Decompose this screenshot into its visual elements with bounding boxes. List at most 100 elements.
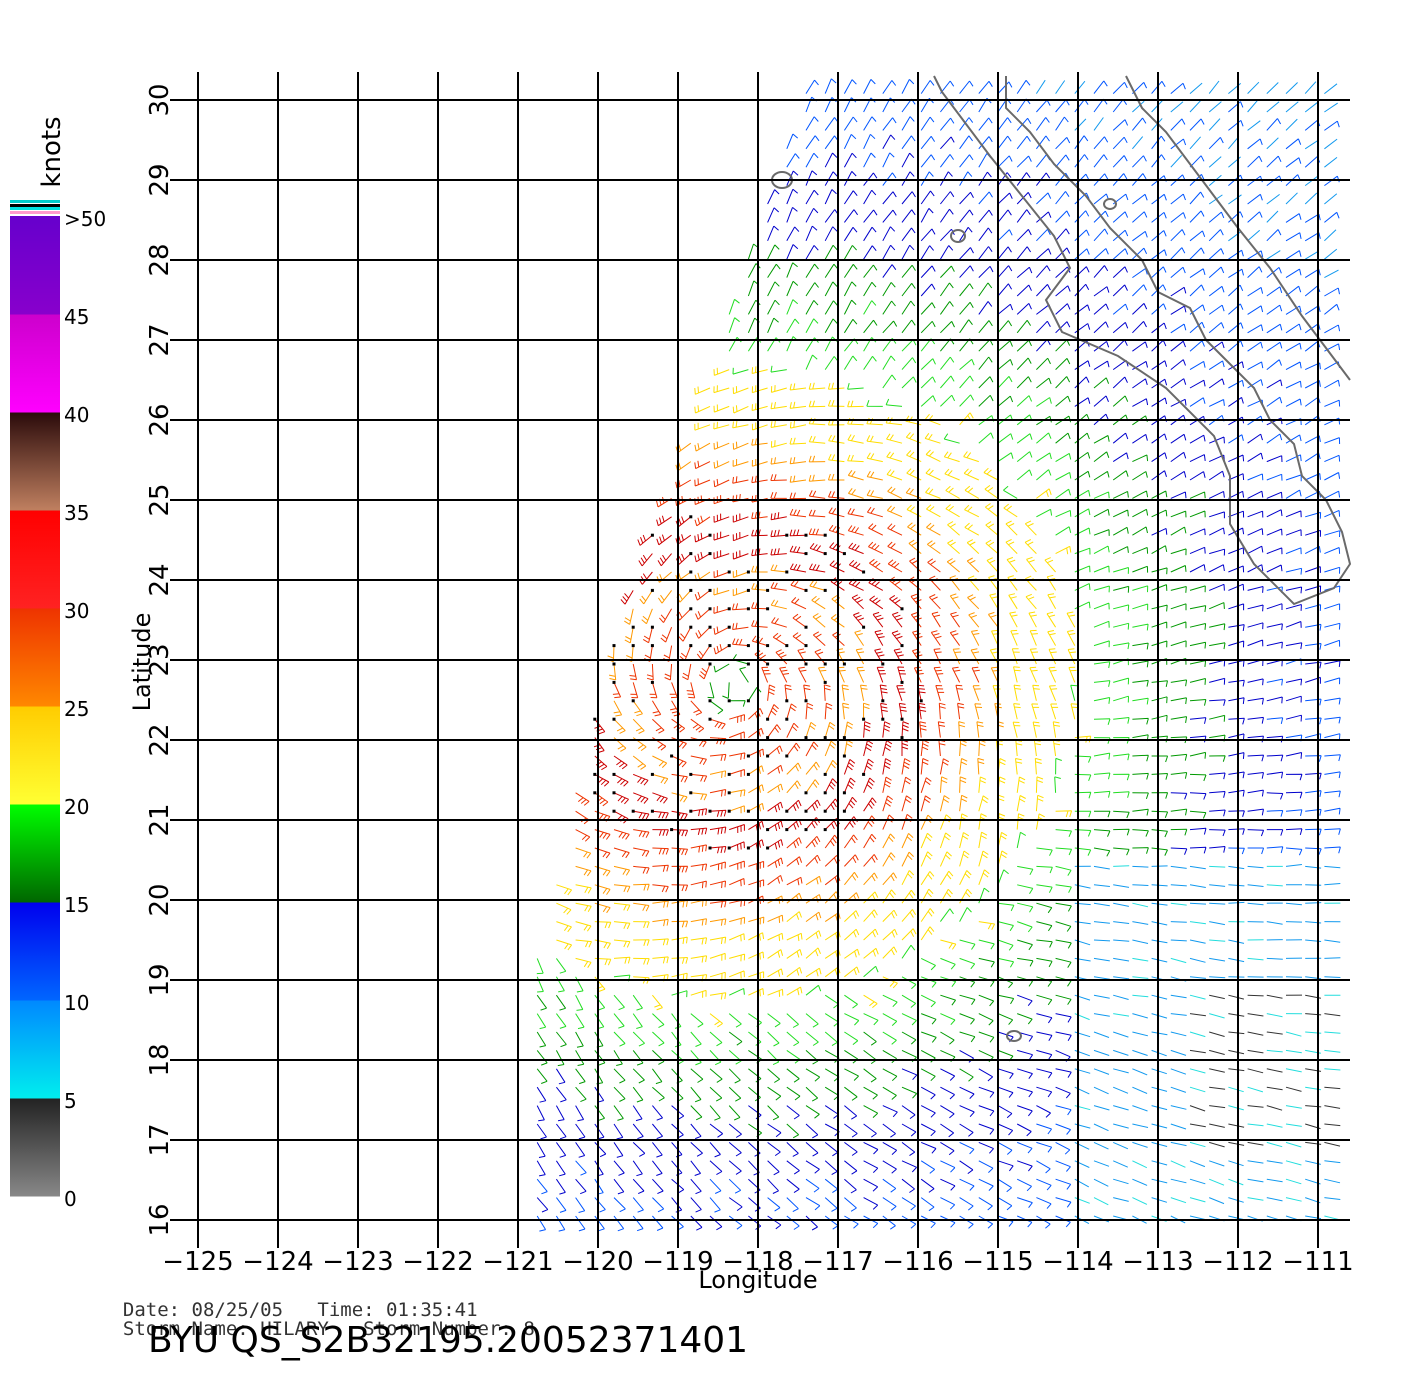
wind-barb bbox=[1055, 509, 1072, 518]
wind-barb bbox=[789, 508, 807, 518]
rain-flag bbox=[746, 754, 750, 758]
wind-barb bbox=[1025, 575, 1037, 591]
wind-barb bbox=[901, 795, 912, 812]
wind-barb bbox=[978, 320, 993, 334]
wind-barb bbox=[786, 336, 799, 352]
wind-barb bbox=[1324, 1086, 1341, 1090]
wind-barb bbox=[748, 708, 764, 720]
wind-barb bbox=[594, 1160, 604, 1177]
wind-barb bbox=[1324, 530, 1341, 538]
wind-barb bbox=[997, 869, 1009, 885]
wind-barb bbox=[939, 870, 954, 886]
wind-barb bbox=[613, 1068, 626, 1084]
rain-flag bbox=[823, 662, 827, 666]
wind-barb bbox=[1074, 229, 1090, 242]
wind-barb bbox=[1189, 471, 1206, 481]
wind-barb bbox=[652, 792, 668, 804]
wind-barb bbox=[959, 99, 974, 113]
wind-barb bbox=[997, 359, 1014, 370]
wind-barb bbox=[767, 1160, 780, 1176]
wind-barb bbox=[1055, 471, 1072, 481]
wind-barb bbox=[694, 590, 711, 601]
wind-barb bbox=[844, 1141, 858, 1156]
wind-barb bbox=[1009, 611, 1018, 628]
wind-barb bbox=[1209, 846, 1226, 853]
wind-barb bbox=[842, 702, 850, 720]
wind-barb bbox=[729, 860, 745, 870]
wind-barb bbox=[920, 926, 935, 941]
rain-flag bbox=[900, 607, 904, 611]
wind-barb bbox=[1247, 286, 1264, 297]
wind-barb bbox=[920, 994, 936, 1008]
wind-barb bbox=[988, 575, 999, 591]
wind-barb bbox=[786, 244, 799, 260]
wind-barb bbox=[728, 1086, 742, 1102]
wind-barb bbox=[908, 539, 922, 554]
wind-barb bbox=[1228, 697, 1245, 705]
wind-barb bbox=[786, 153, 800, 168]
wind-barb bbox=[1093, 136, 1109, 150]
wind-barb bbox=[1070, 684, 1078, 701]
colorbar-label: 20 bbox=[64, 795, 89, 819]
wind-barb bbox=[1055, 247, 1071, 260]
wind-barb bbox=[1093, 640, 1110, 648]
wind-barb bbox=[713, 460, 730, 469]
wind-barb bbox=[690, 844, 707, 853]
wind-barb bbox=[613, 773, 629, 787]
wind-barb bbox=[920, 1086, 936, 1100]
wind-barb bbox=[866, 506, 883, 518]
wind-barb bbox=[594, 1142, 607, 1158]
wind-barb bbox=[970, 648, 980, 665]
wind-barb bbox=[882, 320, 898, 334]
wind-barb bbox=[1036, 452, 1052, 463]
rain-flag bbox=[689, 809, 693, 813]
wind-barb bbox=[1017, 884, 1034, 895]
wind-barb bbox=[920, 376, 936, 389]
wind-barb bbox=[575, 865, 592, 877]
wind-barb bbox=[1036, 488, 1052, 499]
colorbar-label: >50 bbox=[64, 207, 106, 231]
wind-barb bbox=[575, 884, 592, 894]
rain-flag bbox=[708, 607, 712, 611]
wind-barb bbox=[1132, 471, 1148, 481]
wind-barb bbox=[1266, 846, 1284, 854]
wind-barb bbox=[786, 1013, 799, 1028]
wind-barb bbox=[1247, 1105, 1264, 1108]
wind-barb bbox=[652, 1178, 664, 1195]
rain-flag bbox=[727, 699, 731, 703]
wind-barb bbox=[882, 1013, 898, 1026]
wind-barb bbox=[844, 209, 859, 223]
wind-barb bbox=[728, 1031, 743, 1046]
wind-barb bbox=[1132, 378, 1148, 389]
wind-barb bbox=[940, 394, 956, 407]
wind-barb bbox=[997, 976, 1014, 989]
wind-barb bbox=[938, 702, 946, 720]
wind-barb bbox=[1170, 101, 1184, 113]
wind-barb bbox=[959, 1141, 975, 1155]
wind-barb bbox=[882, 976, 898, 989]
wind-barb bbox=[1247, 379, 1264, 389]
wind-barb bbox=[940, 1068, 956, 1081]
wind-barb bbox=[1247, 473, 1264, 481]
wind-barb bbox=[713, 404, 730, 413]
wind-barb bbox=[575, 1031, 584, 1048]
wind-barb bbox=[940, 1178, 956, 1191]
wind-barb bbox=[613, 956, 631, 964]
rain-flag bbox=[650, 680, 654, 684]
wind-barb bbox=[886, 505, 903, 518]
wind-barb bbox=[1113, 884, 1130, 888]
wind-barb bbox=[575, 1197, 586, 1213]
wind-barb bbox=[1151, 452, 1168, 463]
wind-barb bbox=[671, 829, 689, 837]
wind-barb bbox=[751, 422, 768, 431]
wind-barb bbox=[575, 1178, 587, 1195]
wind-barb bbox=[863, 226, 877, 242]
wind-barb bbox=[885, 398, 903, 407]
wind-barb bbox=[847, 525, 864, 536]
wind-barb bbox=[940, 939, 957, 950]
colorbar-stripe bbox=[10, 207, 60, 210]
rain-flag bbox=[727, 846, 731, 850]
wind-barb bbox=[1228, 565, 1245, 573]
wind-barb bbox=[732, 386, 749, 395]
lat-tick-label: 19 bbox=[145, 963, 175, 996]
